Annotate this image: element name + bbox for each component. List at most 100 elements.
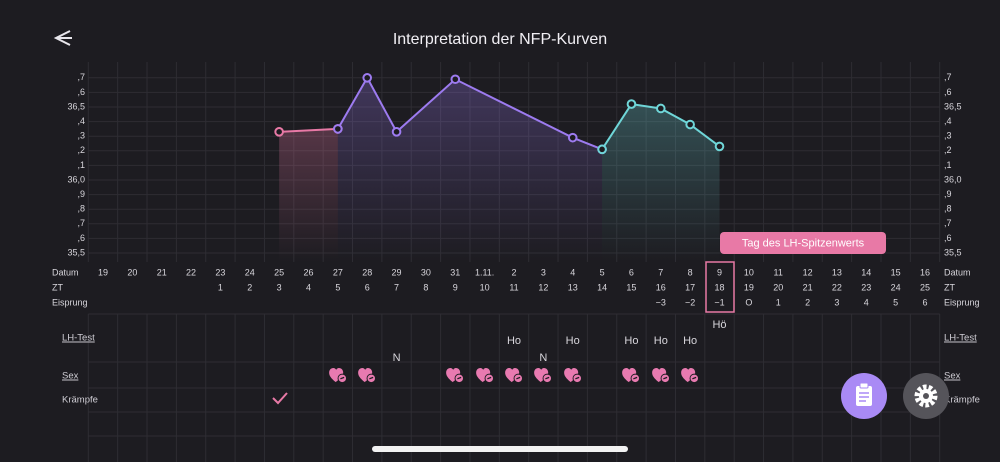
y-tick-label: ,1: [944, 160, 952, 170]
y-tick-label: ,6: [944, 87, 952, 97]
y-tick-label: ,9: [77, 189, 85, 199]
cycle-day: 18: [715, 282, 725, 292]
y-tick-label: ,3: [77, 131, 85, 141]
ovulation-day: O: [745, 297, 752, 307]
cycle-day: 7: [394, 282, 399, 292]
y-tick-label: 36,0: [67, 174, 85, 184]
date: 7: [658, 267, 663, 277]
row-label[interactable]: Sex: [944, 371, 961, 382]
ovulation-day: −3: [656, 297, 666, 307]
y-tick-label: ,6: [77, 87, 85, 97]
date: 4: [570, 267, 575, 277]
date: 10: [744, 267, 754, 277]
cycle-day: 9: [453, 282, 458, 292]
y-tick-label: ,6: [77, 233, 85, 243]
y-tick-label: ,4: [944, 116, 952, 126]
row-label[interactable]: LH-Test: [62, 333, 95, 344]
date: 27: [333, 267, 343, 277]
cycle-day: 21: [803, 282, 813, 292]
point: [714, 141, 725, 152]
date: 20: [127, 267, 137, 277]
row-label[interactable]: Sex: [62, 371, 79, 382]
y-tick-label: ,4: [77, 116, 85, 126]
cycle-day: 1: [218, 282, 223, 292]
y-tick-label: ,7: [77, 72, 85, 82]
ovulation-day: 1: [776, 297, 781, 307]
temperature-chart: 35,5 35,5 ,6 ,6 ,7 ,7 ,8 ,8 ,9 ,9 36,0 36,0 ,1 ,1 ,2 ,2…: [67, 72, 962, 262]
ovulation-day: 6: [923, 297, 928, 307]
y-tick-label: ,1: [77, 160, 85, 170]
ovulation-day: −1: [714, 297, 724, 307]
cycle-day: 17: [685, 282, 695, 292]
date: 21: [157, 267, 167, 277]
cycle-day: 2: [247, 282, 252, 292]
point: [274, 127, 284, 137]
row-label: ZT: [944, 282, 955, 292]
point: [685, 119, 695, 130]
cycle-day: 11: [509, 282, 518, 292]
back-button[interactable]: [53, 30, 72, 46]
y-tick-label: ,7: [77, 218, 85, 228]
y-tick-label: 36,5: [67, 101, 85, 111]
y-tick-label: ,8: [77, 204, 85, 214]
date: 19: [98, 267, 108, 277]
cycle-day: 13: [568, 282, 578, 292]
area: [337, 77, 603, 262]
date: 22: [186, 267, 196, 277]
cycle-day: 15: [626, 282, 636, 292]
area: [602, 104, 720, 262]
cycle-day: 8: [423, 282, 428, 292]
lh-result: Hö: [712, 319, 726, 331]
y-tick-label: ,6: [944, 233, 952, 243]
row-label: Krämpfe: [944, 395, 980, 406]
date: 3: [541, 267, 546, 277]
date: 6: [629, 267, 634, 277]
date: 13: [832, 267, 842, 277]
date: 29: [392, 267, 402, 277]
line: [336, 75, 603, 151]
date: 11: [774, 267, 783, 277]
date: 23: [215, 267, 225, 277]
date: 2: [511, 267, 516, 277]
point: [626, 99, 637, 109]
ovulation-day: −2: [685, 297, 695, 307]
date: 16: [920, 267, 930, 277]
page-title: Interpretation der NFP-Kurven: [393, 31, 607, 48]
cycle-day: 12: [538, 282, 548, 292]
date: 28: [362, 267, 372, 277]
point: [567, 132, 578, 143]
lh-result: N: [539, 352, 547, 364]
row-label: ZT: [52, 282, 63, 292]
cycle-day: 22: [832, 282, 842, 292]
point: [655, 103, 666, 114]
date: 15: [891, 267, 901, 277]
cycle-day: 23: [861, 282, 871, 292]
cycle-day: 19: [744, 282, 754, 292]
row-label: Eisprung: [52, 297, 88, 307]
cycle-day: 14: [597, 282, 607, 292]
point: [391, 127, 402, 137]
point: [597, 144, 607, 155]
notes-button[interactable]: [841, 373, 887, 419]
date: 8: [688, 267, 693, 277]
y-tick-label: ,7: [944, 72, 952, 82]
lh-result: Ho: [507, 335, 521, 347]
date: 5: [600, 267, 605, 277]
lh-result: Ho: [683, 335, 697, 347]
y-tick-label: 36,0: [944, 174, 962, 184]
y-tick-label: ,8: [944, 204, 952, 214]
cycle-day: 25: [920, 282, 930, 292]
row-label: Krämpfe: [62, 395, 98, 406]
date: 1.11.: [475, 267, 494, 277]
ovulation-day: 2: [805, 297, 810, 307]
cycle-day: 20: [773, 282, 783, 292]
cycle-day: 16: [656, 282, 666, 292]
row-label[interactable]: LH-Test: [944, 333, 977, 344]
ovulation-day: 4: [864, 297, 869, 307]
y-tick-label: ,9: [944, 189, 952, 199]
settings-button[interactable]: [903, 373, 949, 419]
row-label: Datum: [944, 267, 971, 277]
area: [279, 128, 338, 262]
